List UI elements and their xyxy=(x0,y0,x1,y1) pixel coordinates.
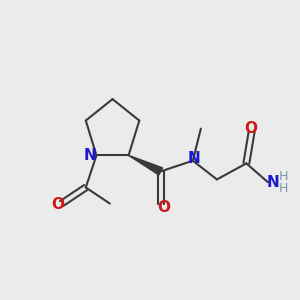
Polygon shape xyxy=(129,155,163,175)
Text: N: N xyxy=(266,175,279,190)
Text: H: H xyxy=(279,182,288,194)
Text: O: O xyxy=(157,200,170,215)
Text: N: N xyxy=(83,148,96,163)
Text: O: O xyxy=(244,121,257,136)
Text: O: O xyxy=(51,197,64,212)
Text: H: H xyxy=(279,170,288,183)
Text: N: N xyxy=(188,151,200,166)
